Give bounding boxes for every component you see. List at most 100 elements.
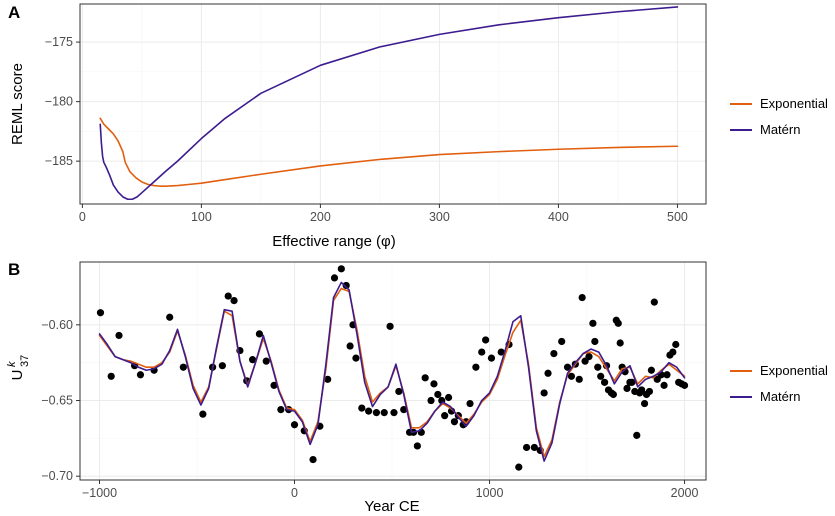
panel-b-data-point: [578, 293, 586, 302]
panel-a-x-tick-label: 300: [429, 210, 450, 224]
panel-a-series-line-exponential: [99, 117, 679, 187]
panel-b-data-point: [466, 399, 474, 408]
panel-b-data-point: [421, 374, 429, 382]
panel-b-x-tick-label: 2000: [671, 486, 699, 500]
panel-b-data-point: [563, 363, 572, 371]
panel-b-gridlines: [80, 262, 706, 480]
panel-b-data-point: [594, 363, 602, 371]
panel-a-legend-label-matern: Matérn: [760, 122, 800, 137]
panel-b-data-point: [660, 381, 668, 389]
panel-b-data-point: [386, 322, 394, 330]
panel-b-data-point: [277, 406, 285, 414]
panel-b-data-point: [218, 362, 226, 370]
panel-a-y-axis-title: REML score: [9, 63, 26, 145]
panel-a-y-tick-label: −180: [45, 95, 73, 109]
panel-b-data-point: [575, 375, 583, 383]
panel-b-series: [98, 281, 686, 462]
panel-a-x-axis-title: Effective range: [272, 233, 372, 250]
panel-b-y-axis-title-subscript: 37: [19, 355, 31, 367]
panel-b-legend: Exponential Matérn: [730, 363, 828, 404]
panel-b-data-point: [672, 340, 680, 349]
panel-a-gridlines: [80, 4, 706, 204]
panel-b-data-point: [597, 372, 605, 380]
panel-b-data-point: [616, 339, 624, 347]
panel-b-data-point: [324, 375, 332, 383]
panel-b-data-point: [365, 407, 373, 415]
panel-b-data-point: [669, 348, 677, 356]
panel-b: B −1000 0 1000 2000−0.60−0.65−0.70 Year CE …: [6, 260, 828, 515]
panel-b-series-line-matern: [98, 281, 686, 462]
panel-b-data-point: [515, 463, 523, 471]
panel-b-data-point: [179, 363, 187, 371]
panel-a: A 0 100 200 300 400 500 −175 −180 −185 Effective…: [8, 3, 828, 250]
panel-b-data-point: [136, 371, 145, 379]
panel-b-data-point: [199, 410, 207, 418]
panel-b-data-point: [352, 354, 360, 362]
panel-b-data-point: [224, 292, 232, 300]
panel-b-data-point: [591, 337, 599, 346]
panel-b-x-tick-label: 1000: [476, 486, 504, 500]
panel-b-data-point: [309, 455, 317, 464]
panel-b-data-point: [472, 363, 480, 371]
panel-a-x-tick-label: 100: [191, 210, 212, 224]
panel-b-data-point: [623, 384, 631, 393]
panel-b-data-point: [166, 313, 174, 321]
panel-b-data-point: [390, 409, 398, 417]
panel-b-y-axis-title: U k 37: [6, 355, 31, 381]
panel-b-tag: B: [8, 260, 20, 279]
panel-b-y-tick-label: −0.70: [41, 469, 73, 483]
panel-b-ticks: −1000 0 1000 2000 −0.60 −0.65 −0.70: [41, 318, 698, 500]
panel-b-data-point: [262, 357, 270, 365]
panel-b-y-axis-title-superscript: k: [6, 361, 18, 367]
panel-b-data-point: [633, 431, 641, 439]
panel-b-y-axis-title-main: U: [9, 370, 26, 381]
panel-b-data-point: [550, 349, 558, 358]
panel-b-data-point: [430, 380, 438, 388]
panel-a-tag: A: [8, 3, 20, 22]
panel-b-data-point: [558, 337, 566, 346]
panel-b-data-point: [248, 356, 257, 364]
panel-b-data-point: [589, 319, 597, 327]
panel-b-data-point: [647, 366, 655, 374]
panel-b-legend-label-matern: Matérn: [760, 389, 800, 404]
panel-b-data-point: [638, 386, 646, 394]
panel-a-x-tick-label: 200: [310, 210, 331, 224]
panel-a-ticks: 0 100 200 300 400 500 −175 −180 −185: [45, 35, 688, 224]
panel-b-data-point: [427, 396, 435, 405]
panel-a-x-tick-label: 0: [79, 210, 86, 224]
panel-b-data-point: [609, 390, 617, 399]
panel-b-data-point: [395, 387, 403, 396]
panel-a-y-tick-label: −185: [45, 154, 73, 168]
panel-a-x-axis-symbol: (φ): [376, 233, 396, 250]
panel-b-x-tick-label: 0: [291, 486, 298, 500]
panel-b-data-point: [337, 265, 345, 273]
panel-b-data-point: [346, 342, 354, 350]
panel-b-data-point: [372, 409, 381, 417]
panel-b-x-tick-label: −1000: [82, 486, 117, 500]
panel-b-data-point: [628, 378, 636, 386]
panel-b-data-point: [544, 369, 552, 377]
panel-b-data-point: [600, 378, 609, 386]
panel-b-data-point: [358, 404, 366, 412]
panel-b-data-point: [115, 331, 123, 340]
panel-b-data-point: [413, 442, 421, 450]
panel-b-y-tick-label: −0.65: [41, 394, 73, 408]
panel-b-data-point: [441, 412, 449, 420]
panel-b-data-point: [540, 389, 548, 397]
panel-b-data-point: [567, 372, 576, 380]
panel-b-data-point: [680, 381, 689, 389]
panel-b-data-point: [530, 443, 538, 452]
panel-b-data-point: [434, 390, 442, 399]
panel-b-data-point: [585, 353, 593, 361]
panel-b-data-point: [487, 354, 496, 362]
panel-b-data-point: [614, 319, 622, 327]
panel-a-x-tick-label: 400: [548, 210, 569, 224]
panel-b-data-point: [645, 387, 654, 396]
panel-b-data-point: [650, 298, 658, 306]
panel-a-series-line-matern: [99, 6, 679, 201]
panel-b-data-point: [450, 418, 459, 426]
panel-a-series: [99, 6, 679, 201]
panel-a-x-tick-label: 500: [667, 210, 688, 224]
panel-b-legend-label-exponential: Exponential: [760, 363, 828, 378]
